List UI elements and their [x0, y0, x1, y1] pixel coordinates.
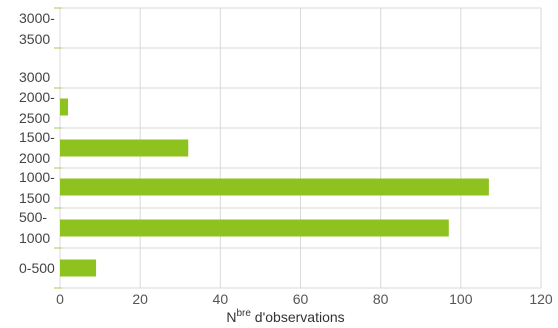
- bar-0-500: [60, 259, 97, 277]
- x-tick-label: 120: [529, 291, 553, 307]
- category-label: 3000-: [19, 10, 55, 26]
- bar-1500-2000: [60, 139, 189, 157]
- bar-2000-2500: [60, 98, 69, 116]
- category-label: 2000-: [19, 89, 55, 105]
- x-tick-label: 40: [213, 291, 229, 307]
- category-label: 0-500: [19, 260, 55, 276]
- category-labels: 3000- 3500 3000 2000- 2500 1500- 2000 1000- 1500…: [19, 7, 62, 289]
- x-tick-label: 20: [132, 291, 148, 307]
- x-tick-label: 100: [449, 291, 473, 307]
- category-label: 2000: [19, 150, 50, 166]
- bar-1000-1500: [60, 178, 489, 196]
- category-label: 1500: [19, 190, 50, 206]
- gridlines: [59, 7, 542, 289]
- category-label: 1500-: [19, 129, 55, 145]
- x-axis-title-sup: bre: [236, 308, 251, 319]
- bars: [60, 98, 489, 277]
- x-axis-title-base: N: [226, 309, 236, 325]
- x-tick-labels: 0 20 40 60 80 100 120: [56, 291, 553, 307]
- category-label: 3000: [19, 69, 50, 85]
- x-axis-title: Nbre d'observations: [226, 308, 344, 325]
- category-label: 1000: [19, 230, 50, 246]
- x-tick-label: 0: [56, 291, 64, 307]
- x-axis-title-rest: d'observations: [251, 309, 345, 325]
- bar-500-1000: [60, 219, 449, 237]
- x-tick-label: 60: [293, 291, 309, 307]
- x-tick-label: 80: [373, 291, 389, 307]
- category-label: 3500: [19, 31, 50, 47]
- category-label: 1000-: [19, 169, 55, 185]
- category-label: 2500: [19, 110, 50, 126]
- category-label: 500-: [19, 209, 47, 225]
